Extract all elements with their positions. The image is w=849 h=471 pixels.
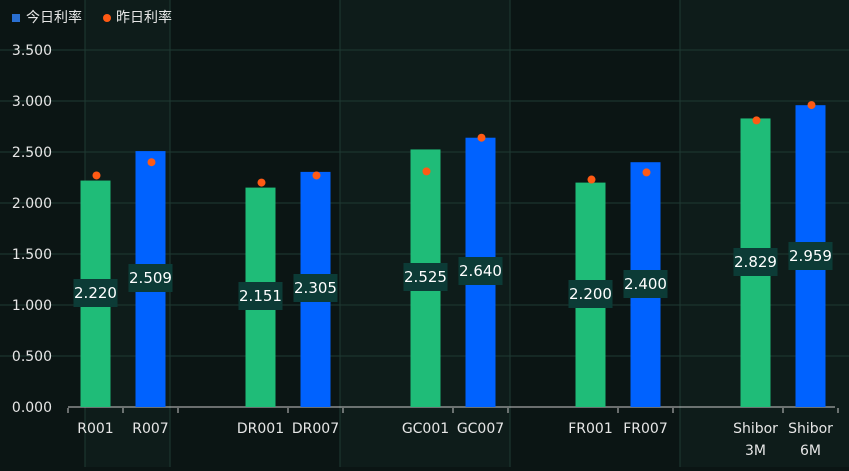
x-tick-label: 3M — [745, 443, 766, 459]
y-tick-label: 1.500 — [12, 247, 52, 263]
value-label-box — [788, 242, 833, 270]
value-label: 2.151 — [239, 287, 282, 305]
yesterday-rate-dot[interactable] — [477, 133, 486, 142]
value-label: 2.829 — [734, 253, 777, 271]
value-label-box — [733, 248, 778, 276]
yesterday-rate-dot[interactable] — [422, 167, 431, 176]
value-label-box — [403, 263, 448, 291]
legend-yesterday-label[interactable]: 昨日利率 — [116, 9, 172, 26]
yesterday-rate-dot[interactable] — [312, 171, 321, 180]
x-tick-label: Shibor — [788, 421, 833, 437]
yesterday-rate-dot[interactable] — [92, 171, 101, 180]
yesterday-rate-dot[interactable] — [587, 175, 596, 184]
value-label: 2.400 — [624, 275, 667, 293]
value-label-box — [623, 270, 668, 298]
y-tick-label: 0.000 — [12, 400, 52, 416]
legend-today-marker — [12, 14, 20, 22]
y-tick-label: 3.500 — [12, 43, 52, 59]
value-label: 2.200 — [569, 285, 612, 303]
x-tick-label: DR001 — [237, 421, 284, 437]
yesterday-rate-dot[interactable] — [752, 116, 761, 125]
yesterday-rate-dot[interactable] — [642, 168, 651, 177]
value-label: 2.305 — [294, 279, 337, 297]
legend-today-label[interactable]: 今日利率 — [26, 9, 82, 26]
value-label-box — [238, 282, 283, 310]
y-tick-label: 3.000 — [12, 94, 52, 110]
x-tick-label: FR001 — [568, 421, 613, 437]
value-label-box — [73, 279, 118, 307]
x-tick-label: GC001 — [402, 421, 449, 437]
y-tick-label: 2.000 — [12, 196, 52, 212]
value-label: 2.959 — [789, 247, 832, 265]
yesterday-rate-dot[interactable] — [147, 158, 156, 167]
x-tick-label: DR007 — [292, 421, 339, 437]
value-label: 2.220 — [74, 284, 117, 302]
yesterday-rate-dot[interactable] — [257, 178, 266, 187]
x-tick-label: GC007 — [457, 421, 504, 437]
x-tick-label: Shibor — [733, 421, 778, 437]
value-label-box — [568, 280, 613, 308]
value-label-box — [293, 274, 338, 302]
y-tick-label: 0.500 — [12, 349, 52, 365]
y-tick-label: 2.500 — [12, 145, 52, 161]
value-label: 2.525 — [404, 268, 447, 286]
value-label: 2.509 — [129, 269, 172, 287]
x-tick-label: R007 — [132, 421, 168, 437]
x-tick-label: R001 — [77, 421, 113, 437]
value-label-box — [128, 264, 173, 292]
x-tick-label: FR007 — [623, 421, 668, 437]
value-label-box — [458, 257, 503, 285]
x-tick-label: 6M — [800, 443, 821, 459]
yesterday-rate-dot[interactable] — [807, 101, 816, 110]
value-label: 2.640 — [459, 262, 502, 280]
legend-yesterday-marker — [103, 14, 111, 22]
y-tick-label: 1.000 — [12, 298, 52, 314]
